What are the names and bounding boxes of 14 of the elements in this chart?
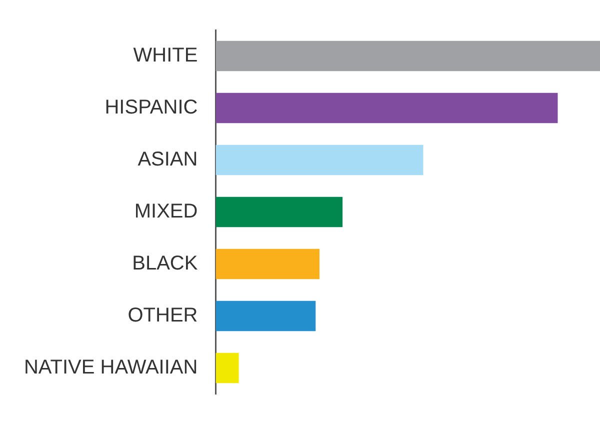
- bar: [216, 352, 239, 384]
- y-tick-label: OTHER: [128, 304, 198, 327]
- bar: [216, 40, 600, 72]
- bar: [216, 300, 316, 332]
- bar: [216, 248, 320, 280]
- bar: [216, 144, 424, 176]
- y-tick-label: NATIVE HAWAIIAN: [24, 356, 198, 379]
- y-tick-label: ASIAN: [138, 148, 198, 171]
- y-tick-label: MIXED: [134, 200, 198, 223]
- y-tick-label: BLACK: [132, 252, 198, 275]
- y-tick-label: HISPANIC: [104, 96, 198, 119]
- bar: [216, 92, 558, 124]
- bar: [216, 196, 343, 228]
- y-tick-label: WHITE: [133, 44, 198, 67]
